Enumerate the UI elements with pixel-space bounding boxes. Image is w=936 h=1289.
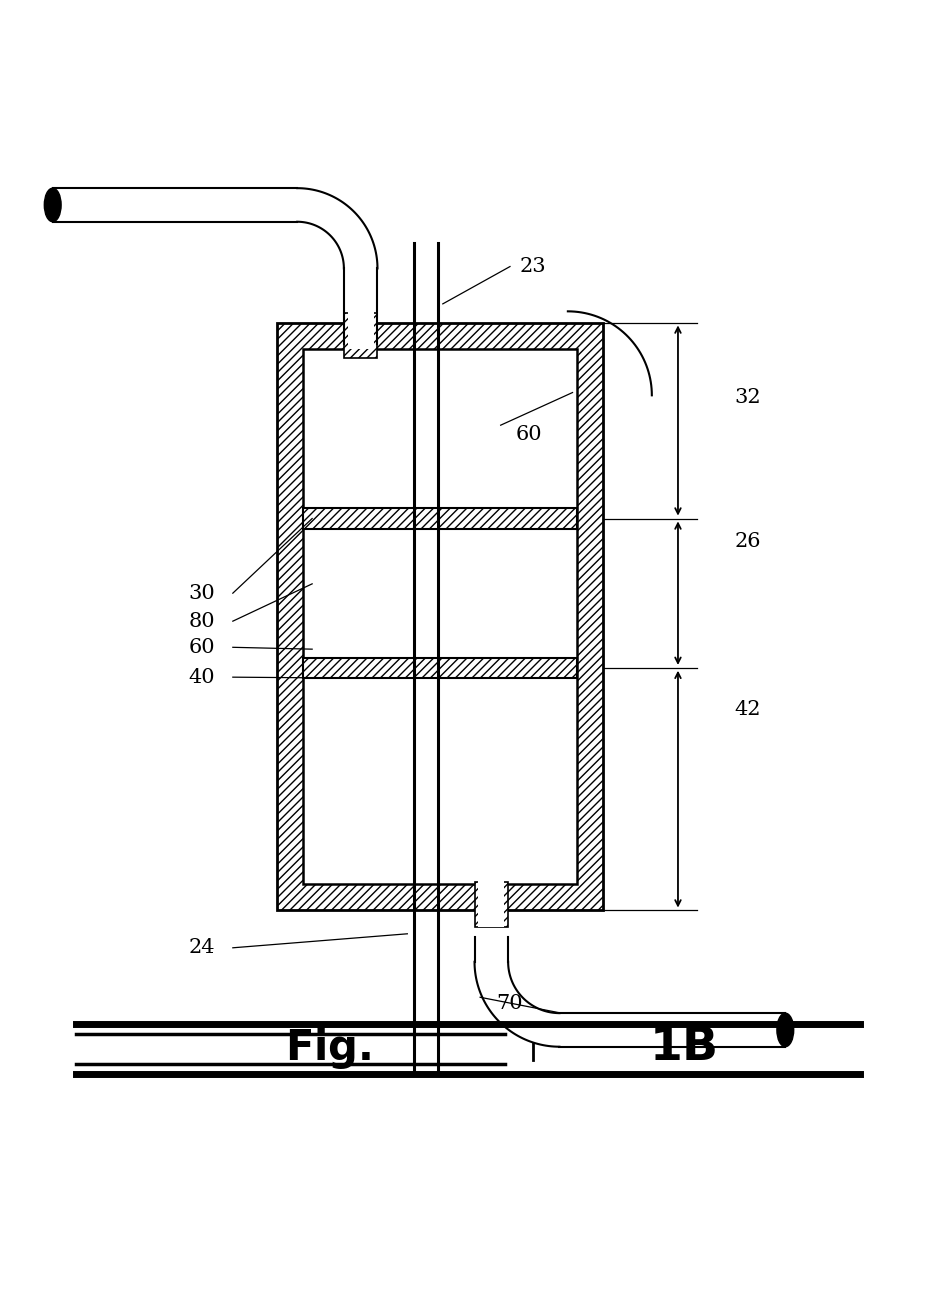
Bar	[478, 878, 505, 927]
Bar	[344, 313, 377, 358]
Bar	[303, 508, 578, 528]
Bar	[303, 348, 578, 884]
Text: 60: 60	[516, 425, 542, 443]
Bar	[303, 657, 578, 678]
Bar	[303, 508, 578, 528]
Text: $\mathbf{Fig.}$: $\mathbf{Fig.}$	[285, 1025, 371, 1071]
Text: 60: 60	[189, 638, 215, 657]
Text: 70: 70	[497, 994, 523, 1013]
Bar	[347, 299, 373, 348]
Bar	[303, 657, 578, 678]
Text: 32: 32	[735, 388, 761, 407]
Bar	[475, 883, 508, 927]
Ellipse shape	[777, 1013, 794, 1047]
Bar	[475, 883, 508, 927]
Text: 40: 40	[189, 668, 215, 687]
Text: $\mathbf{1B}$: $\mathbf{1B}$	[649, 1025, 716, 1070]
Ellipse shape	[44, 188, 61, 222]
Bar	[277, 322, 604, 910]
Text: 42: 42	[735, 700, 761, 719]
Text: 80: 80	[189, 612, 215, 630]
Text: 23: 23	[520, 257, 547, 276]
Bar	[277, 322, 604, 910]
Text: 26: 26	[735, 532, 761, 552]
Text: 24: 24	[189, 938, 215, 958]
Bar	[344, 313, 377, 358]
Bar	[303, 348, 578, 884]
Text: 30: 30	[189, 584, 215, 603]
